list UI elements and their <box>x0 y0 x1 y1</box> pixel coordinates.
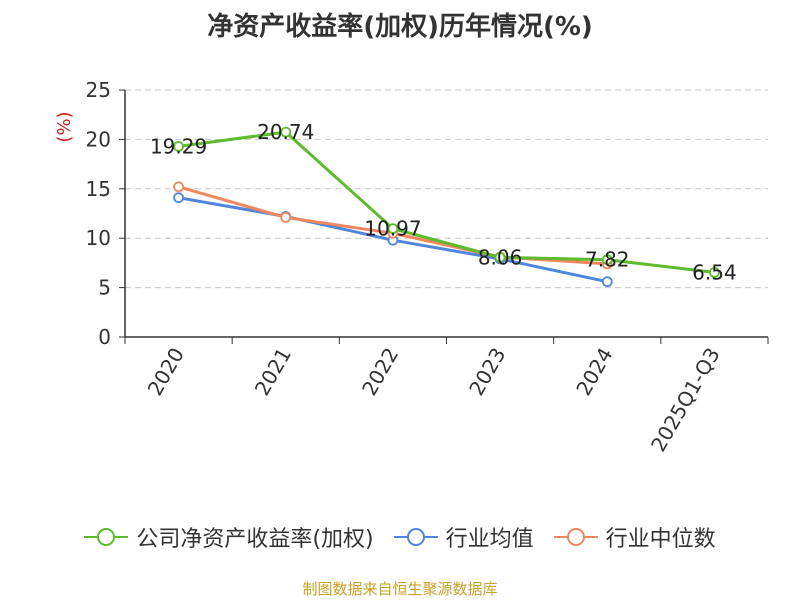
legend-label-industry-average: 行业均值 <box>445 527 534 552</box>
legend-label-industry-median: 行业中位数 <box>605 527 716 552</box>
source-note: 制图数据来自恒生聚源数据库 <box>302 580 498 598</box>
legend-item-industry-average[interactable]: 行业均值 <box>393 521 534 553</box>
data-point-0 <box>494 251 506 263</box>
data-label: 19.29 <box>150 134 207 158</box>
data-point-0 <box>387 223 399 235</box>
x-tick-label: 2021 <box>250 344 296 400</box>
legend-item-industry-median[interactable]: 行业中位数 <box>553 521 716 553</box>
y-tick-label: 20 <box>86 127 111 151</box>
x-tick-label: 2025Q1-Q3 <box>646 344 725 456</box>
legend: 公司净资产收益率(加权) 行业均值 行业中位数 <box>0 520 800 554</box>
data-label: 6.54 <box>692 260 737 284</box>
data-point-0 <box>709 266 720 278</box>
x-tick-label: 2023 <box>464 344 510 400</box>
data-label: 20.74 <box>257 120 314 144</box>
legend-marker-company-roe <box>84 528 129 546</box>
y-tick-label: 0 <box>98 325 111 349</box>
chart-title: 净资产收益率(加权)历年情况(%) <box>207 12 593 42</box>
legend-label-company-roe: 公司净资产收益率(加权) <box>136 527 374 552</box>
legend-marker-industry-median <box>553 528 598 546</box>
x-tick-label: 2020 <box>143 344 189 400</box>
x-tick-label: 2024 <box>571 344 617 400</box>
legend-item-company-roe[interactable]: 公司净资产收益率(加权) <box>84 521 374 553</box>
x-tick-label: 2022 <box>357 344 403 400</box>
legend-marker-industry-average <box>393 528 438 546</box>
data-label: 10.97 <box>364 217 421 241</box>
data-label: 7.82 <box>585 248 630 272</box>
data-point-2 <box>280 212 292 223</box>
y-tick-label: 5 <box>98 276 111 300</box>
data-point-1 <box>601 276 613 288</box>
y-axis-unit-label: (%) <box>54 111 75 142</box>
y-tick-label: 25 <box>86 78 111 102</box>
y-tick-label: 10 <box>86 226 111 250</box>
data-point-0 <box>280 126 292 138</box>
data-point-0 <box>173 141 184 152</box>
data-point-1 <box>173 192 184 204</box>
data-point-0 <box>601 254 613 266</box>
y-tick-label: 15 <box>86 177 111 201</box>
data-label: 8.06 <box>478 245 523 269</box>
data-point-2 <box>173 181 184 193</box>
series-line-0 <box>178 130 715 274</box>
